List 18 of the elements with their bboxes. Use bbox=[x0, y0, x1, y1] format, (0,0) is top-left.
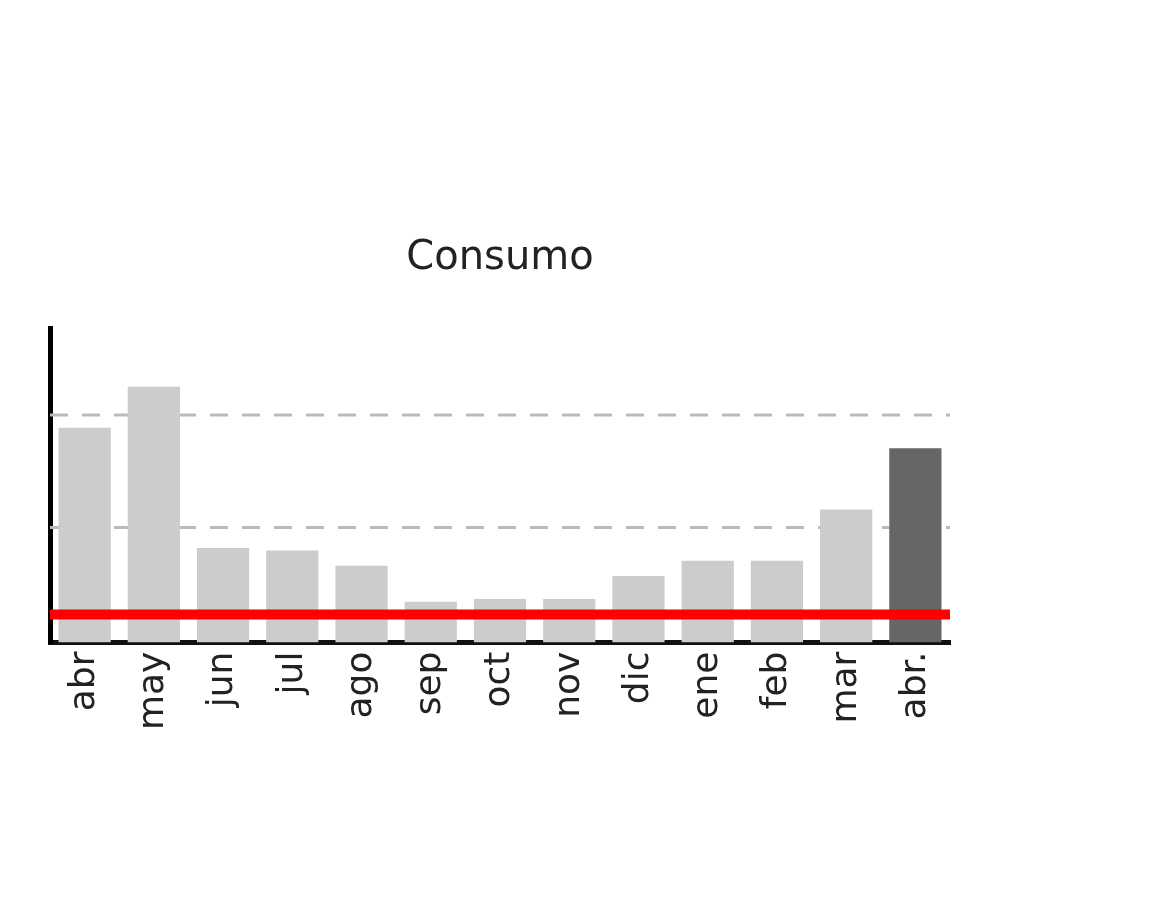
bar bbox=[127, 386, 180, 643]
x-tick-label: dic bbox=[614, 651, 656, 705]
x-tick-label: may bbox=[130, 651, 172, 730]
x-tick-label: nov bbox=[545, 651, 587, 718]
chart-title: Consumo bbox=[406, 232, 594, 279]
x-tick-label: sep bbox=[407, 651, 449, 716]
bar bbox=[889, 448, 942, 643]
x-tick-label: feb bbox=[753, 651, 795, 710]
bar bbox=[58, 427, 111, 643]
x-tick-label: ago bbox=[337, 651, 379, 719]
x-tick-label: oct bbox=[476, 651, 518, 708]
x-tick-label: ene bbox=[684, 651, 726, 719]
x-tick-label: abr. bbox=[891, 651, 933, 720]
x-tick-label: abr bbox=[60, 651, 102, 712]
bar bbox=[820, 509, 873, 643]
x-tick-label: jul bbox=[268, 651, 310, 696]
x-tick-label: mar bbox=[822, 651, 864, 724]
x-tick-label: jun bbox=[199, 651, 241, 709]
